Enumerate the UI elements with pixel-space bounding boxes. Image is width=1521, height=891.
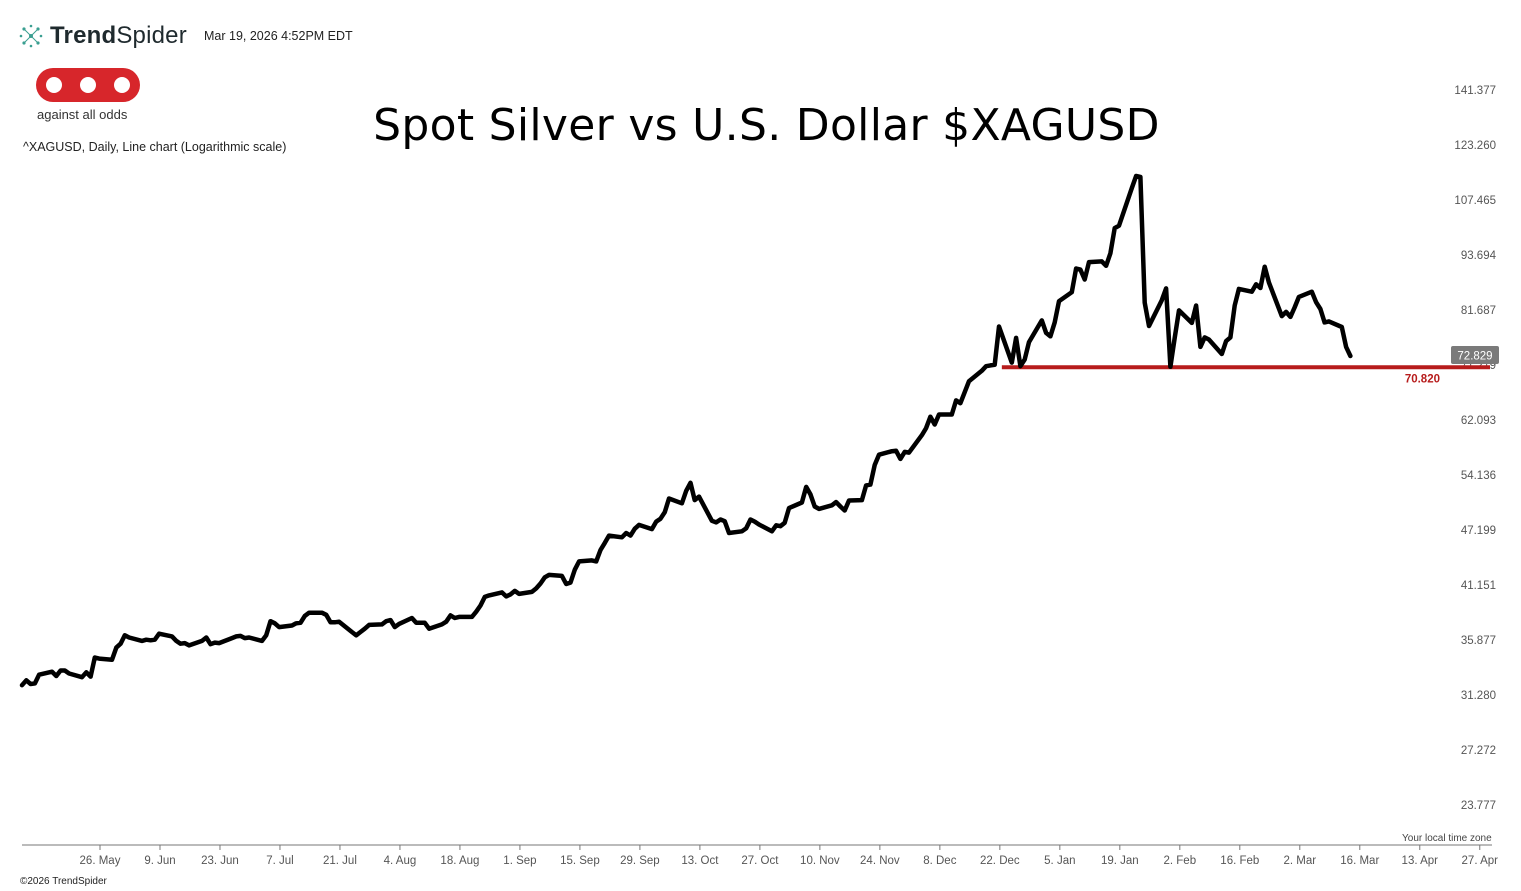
x-tick-label: 7. Jul [266, 855, 294, 867]
y-tick-label: 47.199 [1461, 525, 1496, 537]
price-series-group [19, 173, 1353, 688]
x-tick-label: 27. Apr [1462, 855, 1499, 867]
x-tick-label: 18. Aug [440, 855, 479, 867]
last-value-label: 72.829 [1457, 351, 1492, 363]
y-tick-label: 41.151 [1461, 580, 1496, 592]
y-axis: 141.377123.260107.46593.69481.68771.2196… [1454, 85, 1496, 812]
y-tick-label: 107.465 [1454, 195, 1496, 207]
last-value-badge-group: 72.829 [1451, 346, 1499, 365]
support-level-group: 70.820 [1001, 365, 1490, 385]
y-tick-label: 123.260 [1454, 140, 1496, 152]
chart-title: Spot Silver vs U.S. Dollar $XAGUSD [373, 100, 1160, 151]
x-tick-label: 13. Apr [1402, 855, 1439, 867]
x-tick-label: 15. Sep [560, 855, 600, 867]
x-tick-label: 24. Nov [860, 855, 900, 867]
x-tick-label: 21. Jul [323, 855, 357, 867]
x-tick-label: 16. Mar [1340, 855, 1379, 867]
x-tick-label: 8. Dec [923, 855, 956, 867]
y-tick-label: 35.877 [1461, 635, 1496, 647]
price-line [19, 173, 1353, 688]
x-tick-label: 5. Jan [1044, 855, 1075, 867]
support-label: 70.820 [1405, 373, 1440, 385]
against-all-odds-logo [36, 66, 140, 109]
y-tick-label: 23.777 [1461, 800, 1496, 812]
x-tick-label: 2. Feb [1164, 855, 1197, 867]
y-tick-label: 93.694 [1461, 250, 1497, 262]
y-tick-label: 27.272 [1461, 745, 1496, 757]
trendspider-logo-icon [19, 24, 43, 48]
y-tick-label: 31.280 [1461, 690, 1496, 702]
x-tick-label: 27. Oct [741, 855, 779, 867]
series-description: ^XAGUSD, Daily, Line chart (Logarithmic … [23, 140, 287, 154]
timestamp: Mar 19, 2026 4:52PM EDT [204, 29, 353, 43]
timezone-note: Your local time zone [1402, 833, 1492, 844]
x-tick-label: 29. Sep [620, 855, 660, 867]
logo-tagline: against all odds [37, 107, 128, 122]
y-tick-label: 62.093 [1461, 415, 1496, 427]
copyright: ©2026 TrendSpider [20, 876, 107, 887]
y-tick-label: 54.136 [1461, 470, 1496, 482]
trendspider-brand: TrendSpider [18, 22, 187, 50]
x-tick-label: 10. Nov [800, 855, 840, 867]
last-value-badge [1451, 346, 1499, 365]
x-tick-label: 19. Jan [1101, 855, 1139, 867]
x-tick-label: 13. Oct [681, 855, 719, 867]
y-tick-label: 81.687 [1461, 305, 1496, 317]
x-tick-label: 9. Jun [144, 855, 175, 867]
x-tick-label: 1. Sep [503, 855, 536, 867]
x-tick-label: 16. Feb [1220, 855, 1259, 867]
x-tick-label: 26. May [80, 855, 121, 867]
x-tick-label: 2. Mar [1283, 855, 1316, 867]
x-tick-label: 22. Dec [980, 855, 1020, 867]
brand-name: TrendSpider [50, 22, 187, 49]
x-axis: 26. May 9. Jun 23. Jun 7. Jul 21. Jul 4. Aug 1… [22, 844, 1499, 867]
x-tick-label: 4. Aug [384, 855, 417, 867]
y-tick-label: 141.377 [1454, 85, 1496, 97]
x-tick-label: 23. Jun [201, 855, 239, 867]
